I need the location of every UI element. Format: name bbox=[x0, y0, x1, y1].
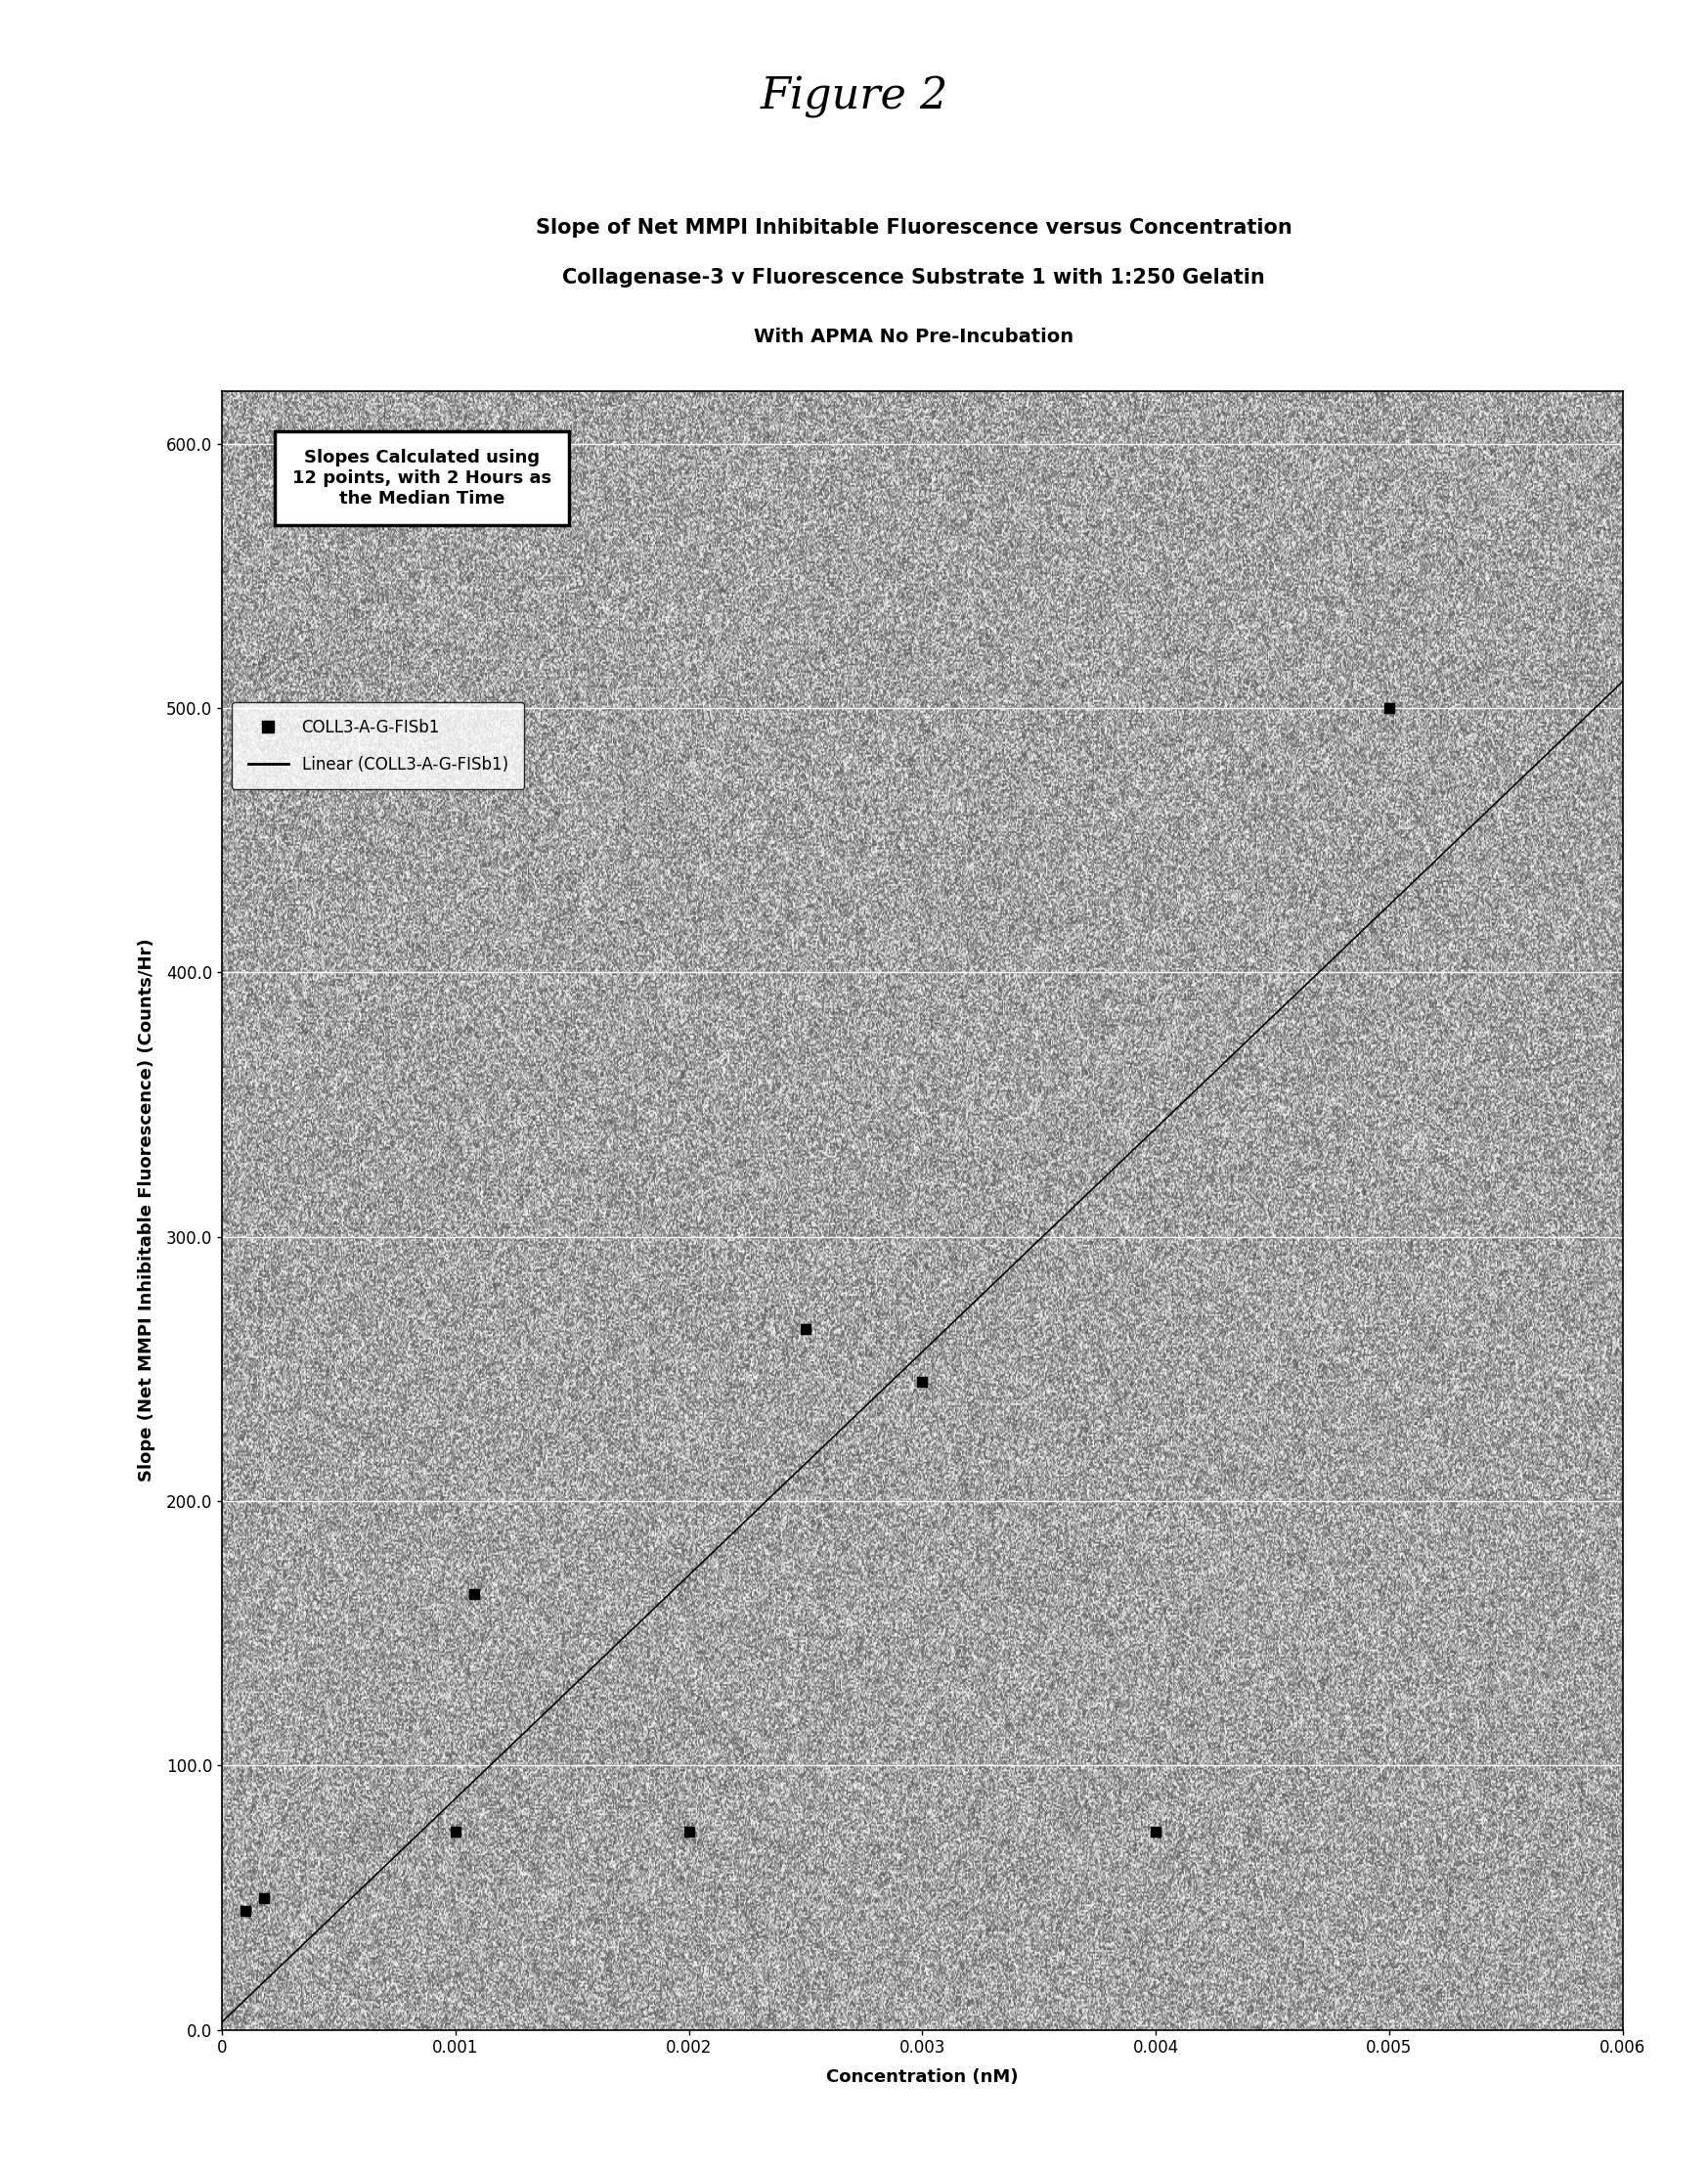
COLL3-A-G-FISb1 bbox=[793, 1311, 820, 1346]
COLL3-A-G-FISb1 bbox=[251, 1880, 278, 1915]
COLL3-A-G-FISb1 bbox=[1375, 690, 1402, 725]
COLL3-A-G-FISb1 bbox=[232, 1893, 260, 1928]
Text: Slope of Net MMPI Inhibitable Fluorescence versus Concentration: Slope of Net MMPI Inhibitable Fluorescen… bbox=[536, 217, 1291, 239]
Y-axis label: Slope (Net MMPI Inhibitable Fluorescence) (Counts/Hr): Slope (Net MMPI Inhibitable Fluorescence… bbox=[138, 938, 155, 1483]
Text: Figure 2: Figure 2 bbox=[760, 76, 948, 117]
COLL3-A-G-FISb1 bbox=[442, 1815, 470, 1850]
Text: Slopes Calculated using
12 points, with 2 Hours as
the Median Time: Slopes Calculated using 12 points, with … bbox=[292, 449, 552, 508]
COLL3-A-G-FISb1 bbox=[675, 1815, 702, 1850]
Legend: COLL3-A-G-FISb1, Linear (COLL3-A-G-FISb1): COLL3-A-G-FISb1, Linear (COLL3-A-G-FISb1… bbox=[232, 701, 524, 790]
COLL3-A-G-FISb1 bbox=[461, 1576, 488, 1611]
COLL3-A-G-FISb1 bbox=[1143, 1815, 1170, 1850]
Text: With APMA No Pre-Incubation: With APMA No Pre-Incubation bbox=[753, 328, 1074, 345]
Text: Collagenase-3 v Fluorescence Substrate 1 with 1:250 Gelatin: Collagenase-3 v Fluorescence Substrate 1… bbox=[562, 267, 1266, 289]
X-axis label: Concentration (nM): Concentration (nM) bbox=[827, 2067, 1018, 2086]
COLL3-A-G-FISb1 bbox=[909, 1366, 936, 1400]
